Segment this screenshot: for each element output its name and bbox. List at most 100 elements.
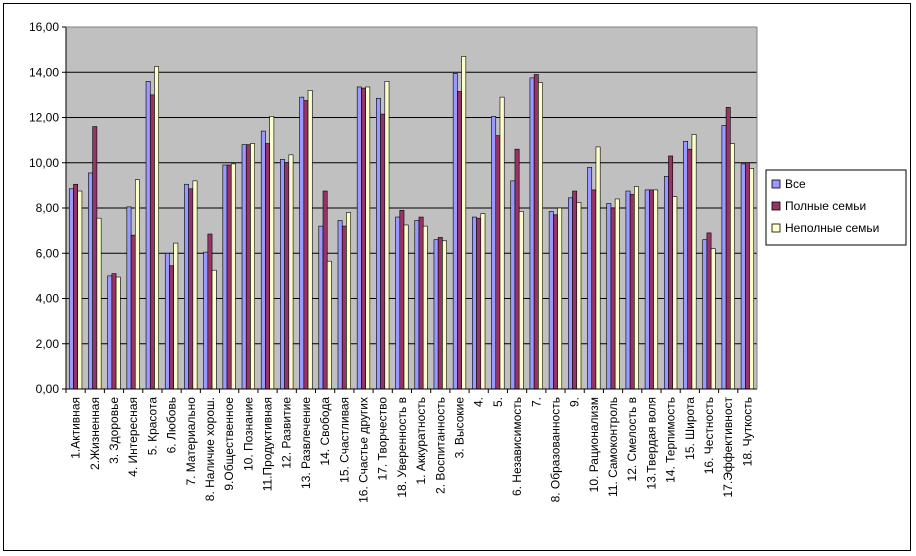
bar [553,214,558,390]
bar [111,273,117,390]
bar [307,90,313,390]
bar [510,180,516,390]
legend-box [765,169,907,246]
bar [533,74,539,390]
bar [649,189,654,390]
bar [207,233,213,390]
bar [418,216,424,390]
bar [606,203,612,390]
bar [610,207,616,390]
bar [399,209,405,390]
bar [149,94,155,390]
bar [115,276,121,390]
bar [587,166,593,390]
x-category-label: 18. Уверенность в [395,397,409,498]
bar [414,220,420,390]
bar [337,220,343,390]
bar [376,97,381,390]
bar [134,179,140,390]
y-tick-label: 10,00 [29,156,59,170]
y-axis-tick-labels: 0,00 2,00 4,00 6,00 8,00 10,00 12,00 14,00 16,00 [29,20,59,396]
x-category-label: 18. Чуткость [740,397,754,466]
bar [437,237,443,390]
bar [284,162,290,390]
bar [557,207,563,390]
bar [480,213,486,390]
x-category-label: 9. [568,397,582,407]
bar [518,211,524,390]
bar [346,212,351,390]
bar [188,188,194,390]
bar [280,159,285,390]
y-tick-label: 12,00 [29,111,59,125]
bar [250,143,255,390]
bar [145,81,151,390]
y-tick-label: 14,00 [29,65,59,79]
bar [691,134,697,390]
y-tick-label: 8,00 [36,201,60,215]
bar [77,190,83,390]
bar [226,164,232,390]
bar [318,225,324,390]
bar [730,143,735,390]
bar [422,225,428,390]
bar [442,240,447,390]
x-category-label: 13. Развлечение [299,397,313,489]
bar [169,265,174,390]
x-category-label: 12. Развитие [280,397,294,469]
y-tick-label: 0,00 [36,382,60,396]
x-category-label: 5. [491,397,505,407]
bar [452,73,458,390]
x-category-label: 4. [472,397,486,407]
bar [126,206,132,390]
x-category-label: 4. Интересная [126,397,140,477]
bar [725,107,731,390]
legend-swatch [771,179,781,189]
x-category-label: 16. Счастье других [357,397,371,503]
bar [245,144,251,390]
x-category-label: 8. Наличие хорош. [203,397,217,501]
y-tick-label: 16,00 [29,20,59,34]
bar [68,188,74,390]
bar [88,172,93,390]
bar [322,190,328,390]
x-category-label: 12. Смелость в [625,397,639,481]
bar [303,100,309,390]
x-category-label: 11.Продуктивная [261,397,275,491]
bar [230,163,236,390]
legend-label: Все [785,177,806,191]
bar [687,148,693,390]
bar [495,135,501,390]
bar [514,148,520,390]
bar [433,239,439,390]
x-category-label: 1. Аккуратность [414,397,428,484]
bar [403,224,409,390]
bar [184,183,189,390]
bar [529,77,535,390]
bar [461,56,467,390]
bar [499,96,505,390]
bar [625,190,631,390]
bar [73,183,79,390]
bar [384,81,390,390]
bar [269,116,275,390]
x-category-label: 14. Свобода [318,397,332,466]
x-category-label: 15. Широта [683,397,697,460]
bar [241,144,247,390]
bar [107,275,113,390]
x-category-label: 7. [529,397,543,407]
y-tick-label: 4,00 [36,292,60,306]
bar [614,198,620,390]
x-category-label: 15. Счастливая [337,397,351,483]
x-category-label: 1.Активная [69,397,83,459]
bar [395,216,401,390]
bar [299,96,305,390]
legend-swatch [771,223,781,233]
x-category-label: 5. Красота [145,397,159,456]
bar [92,126,98,390]
bar [361,87,366,390]
x-category-label: 17. Творчество [376,397,390,481]
bar [576,202,582,390]
bar [173,242,179,390]
